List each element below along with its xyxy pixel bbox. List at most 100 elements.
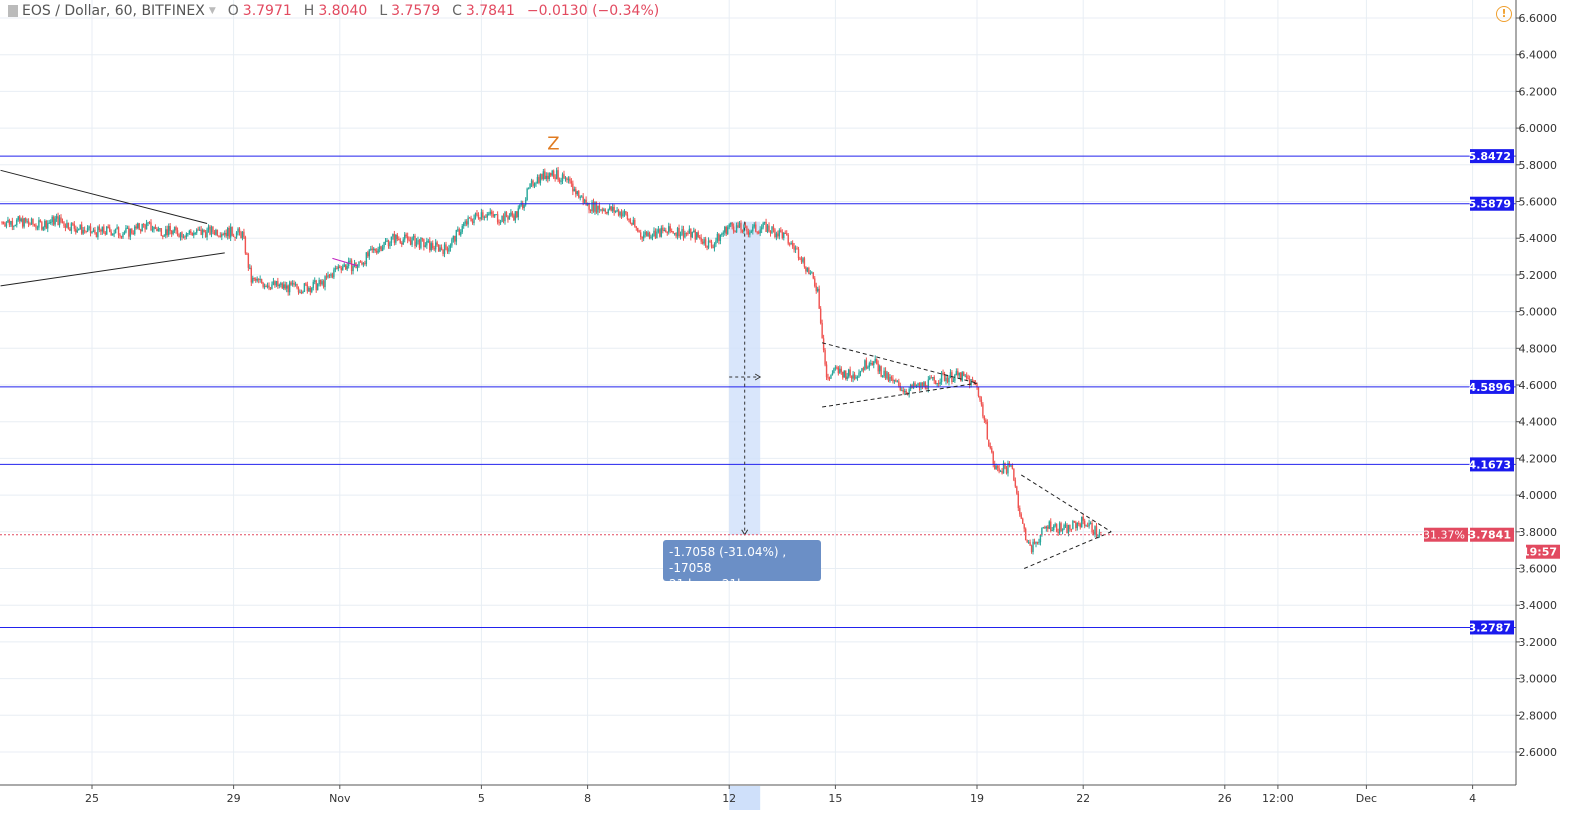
candle-body [27,221,30,224]
candle-body [291,283,294,285]
candle-body [604,209,606,212]
candle-body [926,388,928,390]
candle-body [805,266,807,272]
candle-body [465,221,468,225]
price-tick-label: 3.0000 [1519,673,1558,686]
candle-body [480,212,483,219]
candle-body [206,229,208,238]
candle-body [582,196,584,203]
candle-body [994,464,996,470]
candle-body [1042,527,1045,529]
candle-body [209,226,211,235]
candle-body [36,227,39,229]
trendline [1024,531,1112,569]
candle-body [508,216,511,220]
candle-body [154,226,157,229]
candle-body [682,229,685,238]
candle-body [256,278,258,281]
candle-body [845,370,847,379]
price-tick-label: 5.6000 [1519,196,1558,209]
candle-body [873,361,875,366]
time-tick-label: 8 [584,792,591,805]
candle-body [424,245,427,247]
candle-body [181,232,183,238]
candle-body [1050,521,1052,531]
time-tick-label: 26 [1218,792,1232,805]
candle-body [836,367,838,369]
candle-body [609,206,611,210]
dropdown-icon[interactable]: ▼ [208,6,216,16]
candle-body [433,248,435,250]
candle-body [530,180,533,184]
candle-body [514,211,517,221]
candle-body [57,216,59,226]
candle-body [156,228,158,232]
candle-body [265,285,267,288]
candle-body [961,372,963,381]
candle-body [513,215,515,221]
candle-body [67,222,70,230]
candle-body [659,229,661,237]
candle-body [263,285,266,287]
candle-body [722,232,724,234]
candle-body [735,225,738,233]
candle-body [741,229,744,232]
candle-body [378,246,381,250]
candle-body [266,285,269,288]
candle-body [1061,529,1064,531]
candle-body [794,248,797,250]
candle-body [314,280,316,282]
candle-body [968,379,971,385]
candle-body [414,235,416,247]
candle-body [420,237,422,248]
candle-body [685,232,688,234]
candle-body [225,232,227,236]
candle-body [784,232,786,234]
candle-body [986,422,989,440]
candle-body [653,230,655,237]
candle-body [14,225,16,227]
candle-body [830,374,832,379]
candle-body [327,275,329,278]
candle-body [1005,468,1008,474]
candle-body [442,249,444,254]
candle-body [696,232,698,240]
candle-body [729,222,732,225]
candle-body [1013,468,1015,481]
trendline [332,257,358,267]
candle-body [1047,526,1049,529]
candle-body [771,226,773,233]
candle-body [849,369,851,376]
candle-body [443,244,446,254]
symbol-title[interactable]: EOS / Dollar, 60, BITFINEX [22,3,205,19]
candle-body [551,170,553,176]
candle-body [375,250,378,253]
candle-body [930,377,932,379]
candle-body [395,234,397,243]
candle-body [694,230,696,240]
candle-body [162,235,164,237]
candle-body [1039,534,1042,543]
candle-body [392,234,394,237]
candle-body [83,229,86,231]
candle-body [821,323,823,339]
candle-body [10,221,12,225]
percent-label: -31.37% [1419,529,1465,542]
candle-body [601,209,604,211]
candle-body [281,283,283,289]
candle-body [960,372,962,381]
candle-body [952,380,955,382]
alert-icon[interactable]: ! [1496,6,1512,22]
time-tick-label: 15 [828,792,842,805]
candle-body [523,204,525,209]
candle-body [390,236,393,243]
candle-body [572,183,574,192]
measure-line1: -1.7058 (-31.04%) , -17058 [669,545,787,575]
candle-body [39,220,42,223]
candle-body [606,211,608,214]
candle-body [637,227,639,232]
candle-body [561,174,564,182]
candle-body [409,240,412,245]
